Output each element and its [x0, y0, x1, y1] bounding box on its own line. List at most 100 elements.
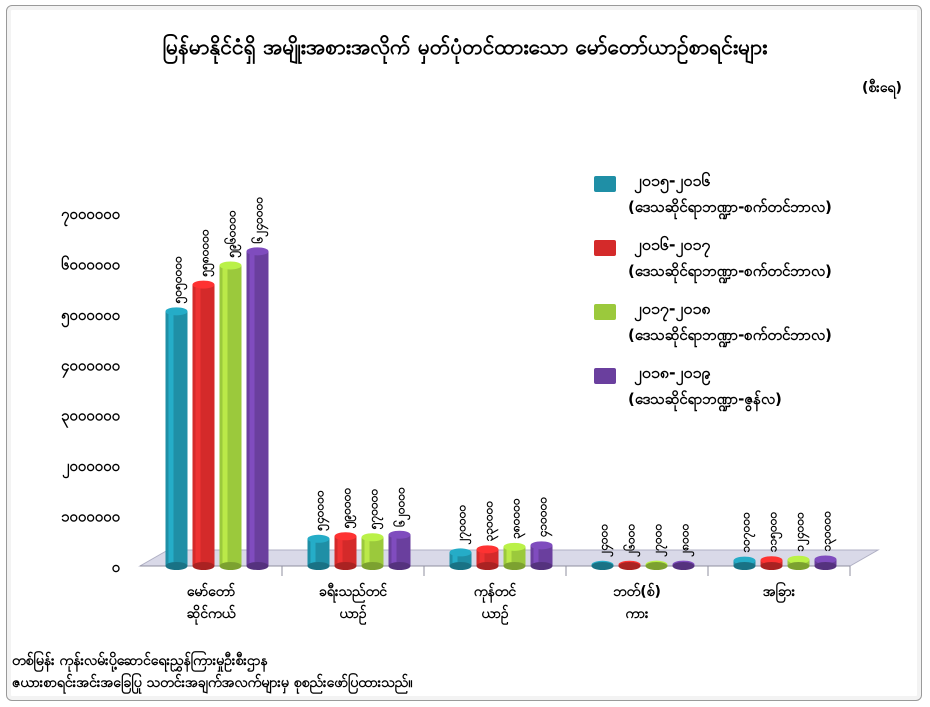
source-line: တစ်မြန်း ကုန်းလမ်းပို့ဆောင်ရေးညွှန်ကြားမ…	[12, 653, 268, 669]
bar-value-label: ၂၆၀၀၀	[622, 524, 642, 558]
bar-highlight	[452, 552, 458, 566]
x-category-label: ကား	[625, 606, 648, 622]
x-category-label: ဘတ်(စ်)	[613, 583, 661, 600]
bar-cap	[503, 542, 526, 551]
bar-value-label: ၅၀၅၀၀၀၀	[171, 256, 189, 305]
bar-base	[672, 562, 695, 570]
x-category-label: ဆိုင်ကယ်	[187, 605, 237, 625]
bar-base	[645, 562, 668, 570]
bar-value-label: ၅၄၀၀၀၀	[313, 490, 331, 532]
bar-cap	[787, 555, 810, 564]
y-tick-label: ၆၀၀၀၀၀၀	[61, 254, 121, 273]
legend-swatch	[594, 368, 616, 384]
legend-series-period: (ဒေသဆိုင်ရာဘဏ္ဍာ-စက်တင်ဘာလ)	[628, 198, 832, 216]
chart-title: မြန်မာနိုင်ငံရှိ အမျိုးအစားအလိုက် မှတ်ပု…	[162, 35, 768, 59]
bar-cap	[388, 530, 411, 539]
x-category-label: ယာဉ်	[339, 605, 367, 625]
bar-base	[388, 562, 411, 570]
bar-value-label: ၂၇၀၀၀၀	[455, 504, 473, 545]
legend-item: ၂၀၁၈-၂၀၁၉ (ဒေသဆိုင်ရာဘဏ္ဍာ-ဇွန်လ)	[594, 362, 894, 420]
bar-base	[449, 562, 472, 570]
bar-value-label: ၅၉၆၀၀၀၀	[223, 210, 243, 259]
bar-value-label: ၂၄၀၀၀	[597, 524, 615, 558]
x-category-label: မော်တော်	[187, 583, 236, 600]
bar-cap	[530, 541, 553, 550]
bar-value-label: ၂၇၀၀၀	[651, 523, 669, 557]
bar-cap	[246, 247, 269, 256]
bar-highlight	[310, 538, 316, 566]
legend-item: ၂၀၁၆-၂၀၁၇ (ဒေသဆိုင်ရာဘဏ္ဍာ-စက်တင်ဘာလ)	[594, 234, 894, 292]
bar-base	[192, 562, 215, 570]
bar-highlight	[533, 545, 539, 566]
legend-item: ၂၀၁၅-၂၀၁၆ (ဒေသဆိုင်ရာဘဏ္ဍာ-စက်တင်ဘာလ)	[594, 170, 894, 228]
bar-cap	[449, 548, 472, 557]
bar-base	[246, 562, 269, 570]
bar-value-label: ၆၂၄၀၀၀၀	[250, 197, 270, 245]
bar-highlight	[249, 251, 255, 566]
x-category-label: ကုန်တင်	[474, 583, 517, 603]
y-tick-label: ၁၀၀၀၀၀၀	[61, 508, 121, 526]
y-tick-label: ၀	[112, 558, 121, 576]
legend-swatch	[594, 304, 616, 320]
bar-base	[618, 562, 641, 570]
bar-value-label: ၁၃၀၀၀၀	[820, 511, 838, 552]
y-tick-label: ၄၀၀၀၀၀၀	[61, 356, 121, 378]
legend-series-period: (ဒေသဆိုင်ရာဘဏ္ဍာ-ဇွန်လ)	[628, 390, 782, 408]
bar-highlight	[168, 311, 174, 566]
bar-value-label: ၂၈၀၀၀	[678, 523, 696, 557]
bar-base	[361, 562, 384, 570]
legend-series-name: ၂၀၁၆-၂၀၁၇	[634, 235, 711, 254]
legend-series-name: ၂၀၁၈-၂၀၁၉	[634, 363, 711, 382]
source-line: ဇယားစာရင်းအင်းအခြေပြု သတင်းအချက်အလက်များ…	[12, 675, 413, 691]
bar-highlight	[337, 536, 343, 566]
bar-base	[814, 562, 837, 570]
bar-value-label: ၁၂၄၀၀၀	[793, 512, 811, 552]
legend-item: ၂၀၁၇-၂၀၁၈ (ဒေသဆိုင်ရာဘဏ္ဍာ-စက်တင်ဘာလ)	[594, 298, 894, 356]
bar-highlight	[479, 549, 485, 566]
y-tick-label: ၂၀၀၀၀၀၀	[62, 457, 121, 479]
bar-cap	[760, 556, 783, 565]
bar-base	[476, 562, 499, 570]
bar-value-label: ၅၉၀၀၀၀	[340, 487, 358, 529]
bar-highlight	[506, 546, 512, 566]
legend-swatch	[594, 176, 616, 192]
legend-series-period: (ဒေသဆိုင်ရာဘဏ္ဍာ-စက်တင်ဘာလ)	[628, 262, 832, 280]
bar-base	[530, 562, 553, 570]
legend-series-period: (ဒေသဆိုင်ရာဘဏ္ဍာ-စက်တင်ဘာလ)	[628, 326, 832, 344]
source-note: တစ်မြန်း ကုန်းလမ်းပို့ဆောင်ရေးညွှန်ကြားမ…	[12, 650, 412, 694]
y-tick-label: ၅၀၀၀၀၀၀	[61, 306, 121, 328]
bar-cap	[476, 545, 499, 554]
bar-base	[334, 562, 357, 570]
bar-value-label: ၅၇၀၀၀၀	[367, 489, 385, 531]
bar-cap	[334, 532, 357, 541]
unit-label: (စီးရေ)	[862, 80, 902, 96]
bar-base	[733, 562, 756, 570]
bar-cap	[361, 533, 384, 542]
bar-cap	[219, 261, 242, 270]
bar-cap	[307, 534, 330, 543]
bar-highlight	[195, 284, 201, 566]
bar-value-label: ၅၅၈၀၀၀၀	[198, 229, 216, 278]
bar-value-label: ၁၀၇၀၀၀	[739, 512, 757, 553]
bar-base	[760, 562, 783, 570]
bar-base	[591, 562, 614, 570]
x-category-label: ယာဉ်	[481, 605, 509, 625]
bar-highlight	[391, 534, 397, 566]
y-tick-label: ၇၀၀၀၀၀၀	[61, 205, 121, 227]
legend: ၂၀၁၅-၂၀၁၆ (ဒေသဆိုင်ရာဘဏ္ဍာ-စက်တင်ဘာလ) ၂၀…	[594, 170, 894, 426]
chart-frame	[6, 5, 922, 701]
x-category-label: ခရီးသည်တင်	[319, 583, 387, 603]
legend-swatch	[594, 240, 616, 256]
bar-value-label: ၃၈၀၀၀၀	[509, 498, 527, 539]
y-tick-label: ၃၀၀၀၀၀၀	[61, 407, 121, 429]
bar-base	[307, 562, 330, 570]
bar-base	[165, 562, 188, 570]
bar-value-label: ၁၁၅၀၀၀	[766, 511, 784, 552]
bar-cap	[814, 555, 837, 564]
bar-value-label: ၄၁၀၀၀၀	[536, 497, 554, 539]
bar-base	[787, 562, 810, 570]
bar-value-label: ၆၂၀၀၀၀	[392, 487, 412, 528]
bar-highlight	[364, 537, 370, 566]
bar-highlight	[222, 265, 228, 566]
